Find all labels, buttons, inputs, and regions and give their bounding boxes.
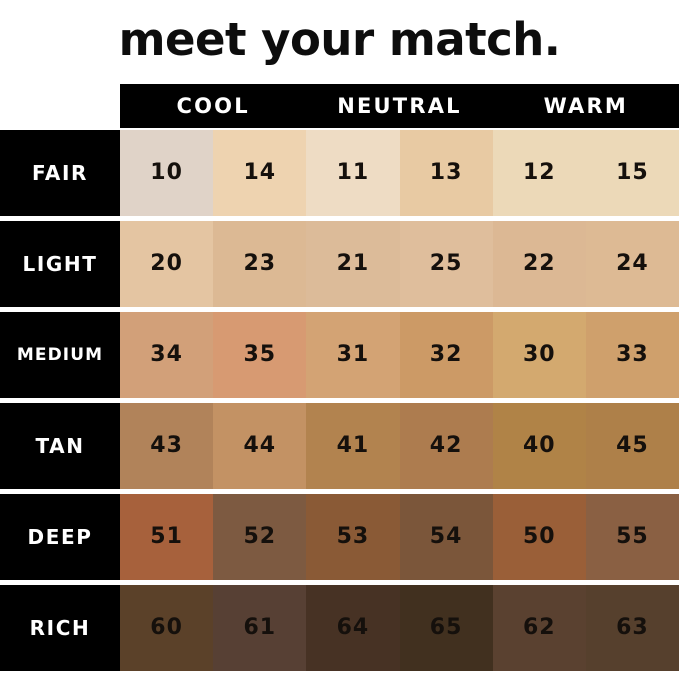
shade-swatch-62[interactable]: 62: [492, 585, 586, 671]
shade-swatch-35[interactable]: 35: [213, 312, 307, 398]
page-title: meet your match.: [118, 13, 561, 66]
swatch-group: 10 14 11 13 12 15: [120, 130, 679, 216]
shade-swatch-15[interactable]: 15: [585, 130, 679, 216]
shade-row: DEEP 51 52 53 54 50 55: [0, 494, 679, 580]
shade-row: MEDIUM 34 35 31 32 30 33: [0, 312, 679, 398]
shade-swatch-22[interactable]: 22: [492, 221, 586, 307]
shade-swatch-44[interactable]: 44: [213, 403, 307, 489]
shade-swatch-30[interactable]: 30: [492, 312, 586, 398]
row-label-medium: MEDIUM: [0, 312, 120, 398]
shade-swatch-51[interactable]: 51: [120, 494, 214, 580]
shade-swatch-54[interactable]: 54: [399, 494, 493, 580]
header-group-neutral: NEUTRAL: [337, 93, 462, 118]
row-label-rich: RICH: [0, 585, 120, 671]
shade-swatch-42[interactable]: 42: [399, 403, 493, 489]
header-group-cool: COOL: [176, 93, 250, 118]
shade-swatch-53[interactable]: 53: [306, 494, 400, 580]
row-label-light: LIGHT: [0, 221, 120, 307]
shade-swatch-40[interactable]: 40: [492, 403, 586, 489]
swatch-group: 34 35 31 32 30 33: [120, 312, 679, 398]
shade-swatch-21[interactable]: 21: [306, 221, 400, 307]
row-label-fair: FAIR: [0, 130, 120, 216]
shade-row: LIGHT 20 23 21 25 22 24: [0, 221, 679, 307]
undertone-header-row: COOL NEUTRAL WARM: [120, 84, 679, 128]
shade-swatch-64[interactable]: 64: [306, 585, 400, 671]
row-label-tan: TAN: [0, 403, 120, 489]
shade-swatch-24[interactable]: 24: [585, 221, 679, 307]
shade-swatch-12[interactable]: 12: [492, 130, 586, 216]
header-group-warm: WARM: [543, 93, 628, 118]
shade-swatch-33[interactable]: 33: [585, 312, 679, 398]
shade-swatch-34[interactable]: 34: [120, 312, 214, 398]
swatch-group: 20 23 21 25 22 24: [120, 221, 679, 307]
swatch-group: 60 61 64 65 62 63: [120, 585, 679, 671]
shade-row: RICH 60 61 64 65 62 63: [0, 585, 679, 671]
row-label-deep: DEEP: [0, 494, 120, 580]
shade-swatch-43[interactable]: 43: [120, 403, 214, 489]
shade-grid: COOL NEUTRAL WARM FAIR 10 14 11 13 12 15 LIGHT 2…: [0, 84, 679, 679]
shade-swatch-20[interactable]: 20: [120, 221, 214, 307]
shade-swatch-14[interactable]: 14: [213, 130, 307, 216]
swatch-group: 43 44 41 42 40 45: [120, 403, 679, 489]
swatch-group: 51 52 53 54 50 55: [120, 494, 679, 580]
shade-swatch-11[interactable]: 11: [306, 130, 400, 216]
shade-swatch-55[interactable]: 55: [585, 494, 679, 580]
shade-swatch-31[interactable]: 31: [306, 312, 400, 398]
shade-row: TAN 43 44 41 42 40 45: [0, 403, 679, 489]
shade-swatch-63[interactable]: 63: [585, 585, 679, 671]
shade-swatch-23[interactable]: 23: [213, 221, 307, 307]
shade-swatch-32[interactable]: 32: [399, 312, 493, 398]
shade-swatch-52[interactable]: 52: [213, 494, 307, 580]
shade-swatch-60[interactable]: 60: [120, 585, 214, 671]
shade-swatch-45[interactable]: 45: [585, 403, 679, 489]
shade-swatch-41[interactable]: 41: [306, 403, 400, 489]
shade-swatch-25[interactable]: 25: [399, 221, 493, 307]
shade-row: FAIR 10 14 11 13 12 15: [0, 130, 679, 216]
shade-swatch-13[interactable]: 13: [399, 130, 493, 216]
shade-swatch-50[interactable]: 50: [492, 494, 586, 580]
shade-swatch-10[interactable]: 10: [120, 130, 214, 216]
shade-swatch-65[interactable]: 65: [399, 585, 493, 671]
shade-swatch-61[interactable]: 61: [213, 585, 307, 671]
